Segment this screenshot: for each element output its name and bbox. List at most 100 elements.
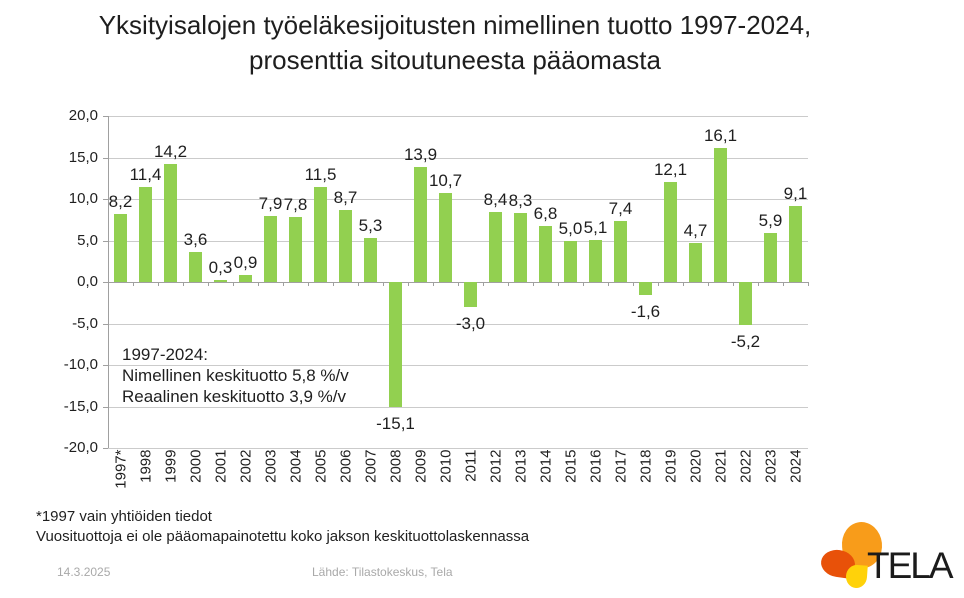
y-axis-label: 0,0 (77, 273, 98, 290)
x-axis-label: 2012 (487, 449, 504, 483)
bar-value-label: -15,1 (376, 414, 415, 434)
gridline (108, 323, 808, 325)
bar-value-label: 5,9 (758, 211, 783, 231)
x-axis-tick (333, 282, 334, 286)
x-axis-tick (483, 282, 484, 286)
x-axis-label: 2020 (687, 449, 704, 483)
x-axis-tick (308, 282, 309, 286)
x-axis-label: 2015 (562, 449, 579, 483)
bar (339, 209, 352, 282)
bar-value-label: 12,1 (653, 159, 688, 179)
x-axis-tick (658, 282, 659, 286)
x-axis-tick (708, 282, 709, 286)
footnotes: *1997 vain yhtiöiden tiedot Vuosituottoj… (36, 507, 529, 547)
y-axis-tick (103, 365, 108, 366)
gridline (108, 116, 808, 117)
x-axis-label: 2018 (637, 449, 654, 483)
footnote-1: *1997 vain yhtiöiden tiedot (36, 508, 212, 525)
y-axis-label: 5,0 (77, 231, 98, 249)
x-axis-tick (783, 282, 784, 286)
bar-value-label: 13,9 (403, 144, 438, 164)
x-axis-tick (808, 282, 809, 286)
x-axis-tick (608, 282, 609, 286)
x-axis-label: 1998 (137, 449, 154, 483)
x-axis-tick (183, 282, 184, 286)
bar (489, 212, 502, 282)
gridline (108, 365, 808, 366)
bar-value-label: 5,3 (358, 216, 383, 235)
x-axis-label: 2008 (387, 449, 404, 483)
bar (514, 213, 527, 282)
bar-value-label: 5,1 (583, 217, 608, 237)
footnote-2: Vuosituottoja ei ole pääomapainotettu ko… (36, 528, 530, 545)
x-axis-tick (458, 282, 459, 286)
y-axis-tick (103, 240, 108, 242)
x-axis-tick (108, 282, 109, 286)
x-axis-label: 2022 (737, 449, 754, 483)
x-axis-tick (233, 282, 234, 286)
bar (689, 242, 702, 282)
bar (214, 279, 227, 282)
x-axis-tick (208, 282, 209, 286)
y-axis-tick (103, 448, 108, 449)
y-axis-label: 10,0 (68, 190, 98, 207)
bar (189, 252, 202, 282)
x-axis-tick (508, 282, 509, 286)
bar (764, 233, 777, 282)
bar-value-label: -3,0 (455, 313, 486, 333)
gridline (108, 406, 808, 408)
bar-value-label: 8,4 (483, 190, 508, 210)
y-axis-label: -5,0 (72, 314, 98, 332)
x-axis-tick (733, 282, 734, 286)
x-axis-label: 1997* (112, 449, 129, 489)
bar-value-label: 8,2 (108, 191, 133, 211)
bar (414, 166, 427, 282)
y-axis-tick (103, 282, 108, 283)
x-axis-label: 2004 (287, 449, 304, 483)
logo-petal-yellow-icon (845, 564, 868, 589)
x-axis-label: 2006 (337, 449, 354, 483)
x-axis-label: 2019 (662, 449, 679, 483)
bar (539, 225, 552, 282)
x-axis-label: 2011 (462, 449, 479, 482)
bar-value-label: 4,7 (683, 220, 708, 240)
bar-value-label: 8,3 (508, 191, 533, 211)
gridline (108, 199, 808, 200)
tela-logo: TELA (819, 520, 964, 598)
x-axis-label: 1999 (162, 449, 179, 483)
bar (164, 164, 177, 282)
bar-value-label: 7,9 (258, 194, 283, 214)
x-axis-label: 2003 (262, 449, 279, 483)
x-axis-label: 2021 (712, 449, 729, 483)
x-axis-label: 2010 (437, 449, 454, 483)
x-axis-tick (258, 282, 259, 286)
x-axis-label: 2009 (412, 449, 429, 483)
y-axis-label: -10,0 (63, 356, 98, 373)
gridline (108, 240, 808, 242)
x-axis-tick (283, 282, 284, 286)
chart-title: Yksityisalojen työeläkesijoitusten nimel… (10, 8, 900, 78)
bar-value-label: 5,0 (558, 218, 583, 238)
bar-value-label: 6,8 (533, 203, 558, 223)
y-axis-tick (103, 157, 108, 159)
x-axis-tick (433, 282, 434, 286)
x-axis-tick (133, 282, 134, 286)
x-axis-tick (358, 282, 359, 286)
annotation-nominal-return: Nimellinen keskituotto 5,8 %/v (122, 366, 349, 385)
bar (264, 216, 277, 282)
bar-value-label: 8,7 (333, 187, 358, 207)
bar (639, 282, 652, 296)
date-stamp: 14.3.2025 (57, 565, 111, 579)
bar (364, 238, 377, 282)
bar (439, 193, 452, 282)
x-axis-label: 2000 (187, 449, 204, 483)
bar-value-label: 7,4 (608, 198, 633, 218)
annotation-real-return: Reaalinen keskituotto 3,9 %/v (122, 387, 346, 406)
x-axis-tick (533, 282, 534, 286)
x-axis-label: 2014 (537, 449, 554, 483)
bar (564, 240, 577, 282)
x-axis-tick (683, 282, 684, 286)
chart-title-line1: Yksityisalojen työeläkesijoitusten nimel… (98, 10, 812, 40)
annotation-period: 1997-2024: (122, 345, 209, 364)
x-axis-label: 2005 (312, 449, 329, 483)
